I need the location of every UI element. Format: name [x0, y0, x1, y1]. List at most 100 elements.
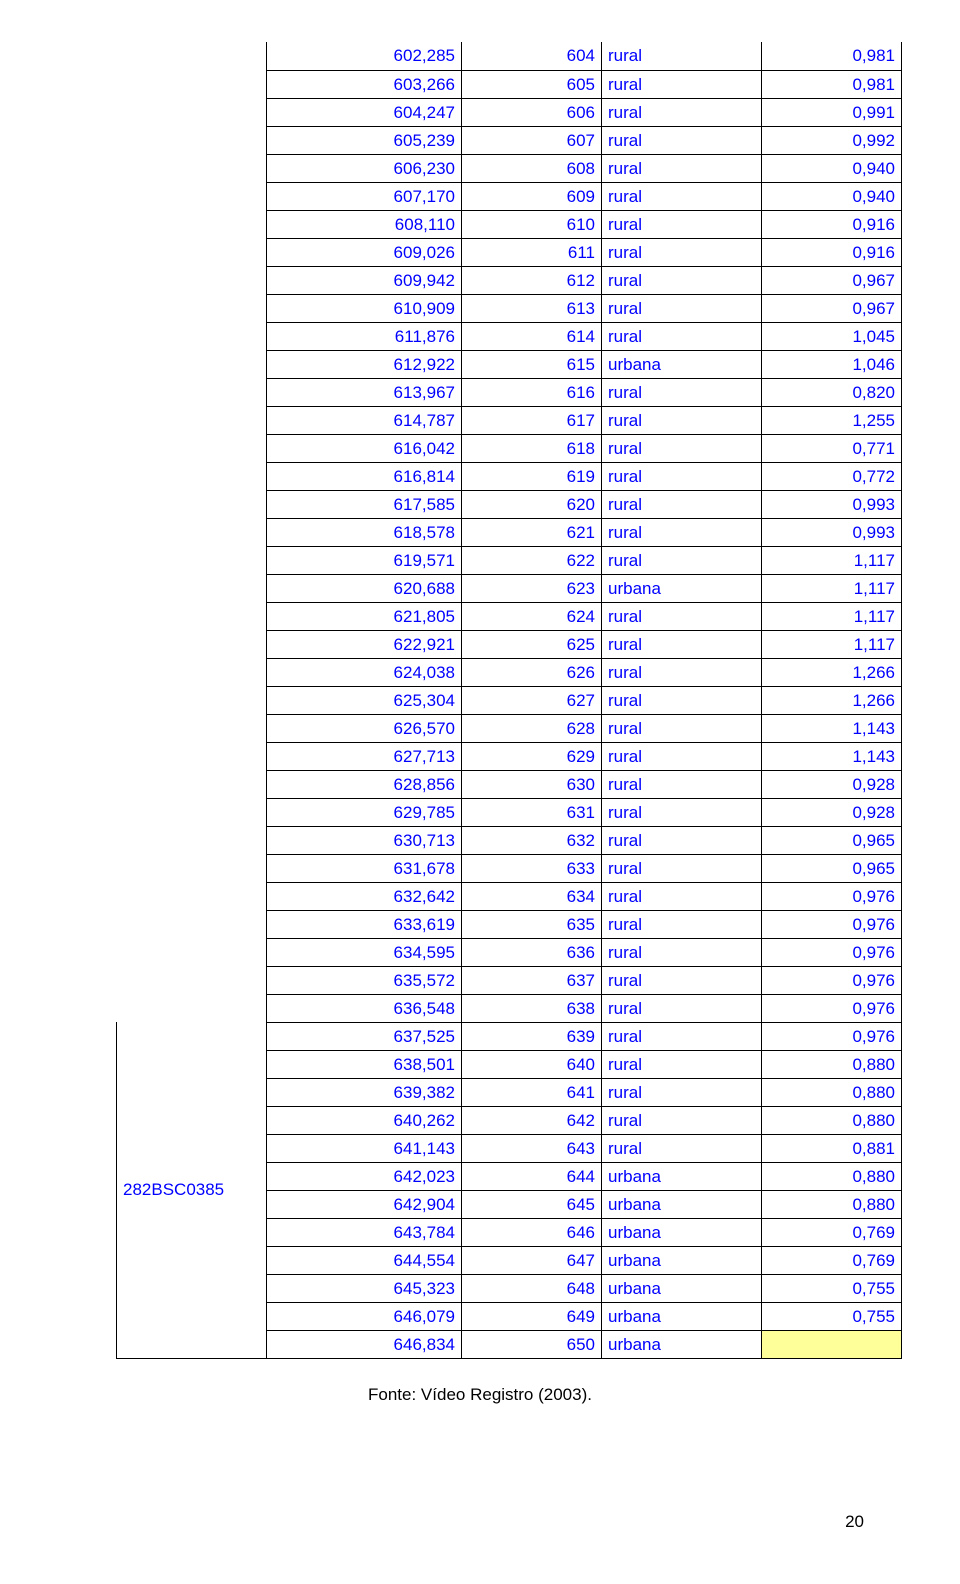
cell-type: urbana: [602, 1218, 762, 1246]
cell-seq: 633: [462, 854, 602, 882]
cell-value: 625,304: [267, 686, 462, 714]
cell-value: 616,042: [267, 434, 462, 462]
cell-seq: 623: [462, 574, 602, 602]
cell-ratio: 0,771: [762, 434, 902, 462]
cell-ratio: 0,772: [762, 462, 902, 490]
cell-value: 627,713: [267, 742, 462, 770]
cell-value: 602,285: [267, 42, 462, 70]
cell-seq: 637: [462, 966, 602, 994]
cell-value: 636,548: [267, 994, 462, 1022]
cell-ratio: 0,916: [762, 238, 902, 266]
cell-seq: 611: [462, 238, 602, 266]
cell-type: rural: [602, 462, 762, 490]
cell-type: rural: [602, 546, 762, 574]
cell-seq: 605: [462, 70, 602, 98]
cell-ratio: 0,755: [762, 1302, 902, 1330]
cell-type: rural: [602, 378, 762, 406]
cell-seq: 616: [462, 378, 602, 406]
cell-type: urbana: [602, 574, 762, 602]
cell-seq: 622: [462, 546, 602, 574]
cell-ratio: 0,940: [762, 182, 902, 210]
cell-seq: 604: [462, 42, 602, 70]
cell-type: rural: [602, 70, 762, 98]
cell-type: rural: [602, 1106, 762, 1134]
cell-type: rural: [602, 602, 762, 630]
cell-seq: 631: [462, 798, 602, 826]
cell-value: 637,525: [267, 1022, 462, 1050]
cell-seq: 625: [462, 630, 602, 658]
cell-value: 609,942: [267, 266, 462, 294]
cell-seq: 642: [462, 1106, 602, 1134]
cell-type: urbana: [602, 350, 762, 378]
cell-seq: 609: [462, 182, 602, 210]
cell-type: rural: [602, 42, 762, 70]
cell-ratio: 0,965: [762, 826, 902, 854]
cell-ratio: 0,976: [762, 882, 902, 910]
cell-ratio: 0,993: [762, 490, 902, 518]
cell-ratio: 0,916: [762, 210, 902, 238]
cell-value: 643,784: [267, 1218, 462, 1246]
cell-value: 634,595: [267, 938, 462, 966]
cell-seq: 628: [462, 714, 602, 742]
cell-ratio: 1,117: [762, 574, 902, 602]
cell-ratio: 0,769: [762, 1218, 902, 1246]
cell-seq: 614: [462, 322, 602, 350]
cell-seq: 613: [462, 294, 602, 322]
cell-type: rural: [602, 210, 762, 238]
cell-type: rural: [602, 322, 762, 350]
cell-type: rural: [602, 490, 762, 518]
cell-type: rural: [602, 770, 762, 798]
cell-seq: 647: [462, 1246, 602, 1274]
cell-seq: 607: [462, 126, 602, 154]
cell-ratio: 0,991: [762, 98, 902, 126]
cell-type: rural: [602, 1078, 762, 1106]
cell-ratio: 1,117: [762, 602, 902, 630]
cell-value: 642,904: [267, 1190, 462, 1218]
cell-value: 619,571: [267, 546, 462, 574]
table-row: 282BSC0385637,525639rural0,976: [117, 1022, 902, 1050]
cell-type: rural: [602, 1022, 762, 1050]
cell-value: 639,382: [267, 1078, 462, 1106]
cell-type: rural: [602, 938, 762, 966]
cell-ratio: 1,143: [762, 714, 902, 742]
cell-value: 629,785: [267, 798, 462, 826]
cell-seq: 626: [462, 658, 602, 686]
cell-seq: 632: [462, 826, 602, 854]
cell-seq: 621: [462, 518, 602, 546]
cell-value: 611,876: [267, 322, 462, 350]
cell-value: 620,688: [267, 574, 462, 602]
cell-value: 603,266: [267, 70, 462, 98]
cell-type: rural: [602, 854, 762, 882]
cell-seq: 618: [462, 434, 602, 462]
cell-value: 616,814: [267, 462, 462, 490]
cell-type: urbana: [602, 1190, 762, 1218]
cell-ratio: [762, 1330, 902, 1358]
cell-value: 646,834: [267, 1330, 462, 1358]
cell-seq: 639: [462, 1022, 602, 1050]
cell-type: rural: [602, 266, 762, 294]
cell-type: rural: [602, 154, 762, 182]
cell-type: rural: [602, 630, 762, 658]
cell-ratio: 0,881: [762, 1134, 902, 1162]
cell-value: 628,856: [267, 770, 462, 798]
cell-ratio: 0,880: [762, 1162, 902, 1190]
cell-value: 607,170: [267, 182, 462, 210]
cell-value: 631,678: [267, 854, 462, 882]
cell-value: 610,909: [267, 294, 462, 322]
cell-type: urbana: [602, 1246, 762, 1274]
cell-type: rural: [602, 1050, 762, 1078]
cell-value: 632,642: [267, 882, 462, 910]
cell-value: 645,323: [267, 1274, 462, 1302]
cell-value: 604,247: [267, 98, 462, 126]
cell-value: 617,585: [267, 490, 462, 518]
cell-ratio: 0,976: [762, 910, 902, 938]
cell-ratio: 0,928: [762, 798, 902, 826]
cell-ratio: 1,117: [762, 546, 902, 574]
cell-value: 621,805: [267, 602, 462, 630]
cell-value: 618,578: [267, 518, 462, 546]
cell-ratio: 0,967: [762, 266, 902, 294]
cell-value: 638,501: [267, 1050, 462, 1078]
cell-ratio: 0,981: [762, 42, 902, 70]
cell-seq: 610: [462, 210, 602, 238]
cell-value: 640,262: [267, 1106, 462, 1134]
